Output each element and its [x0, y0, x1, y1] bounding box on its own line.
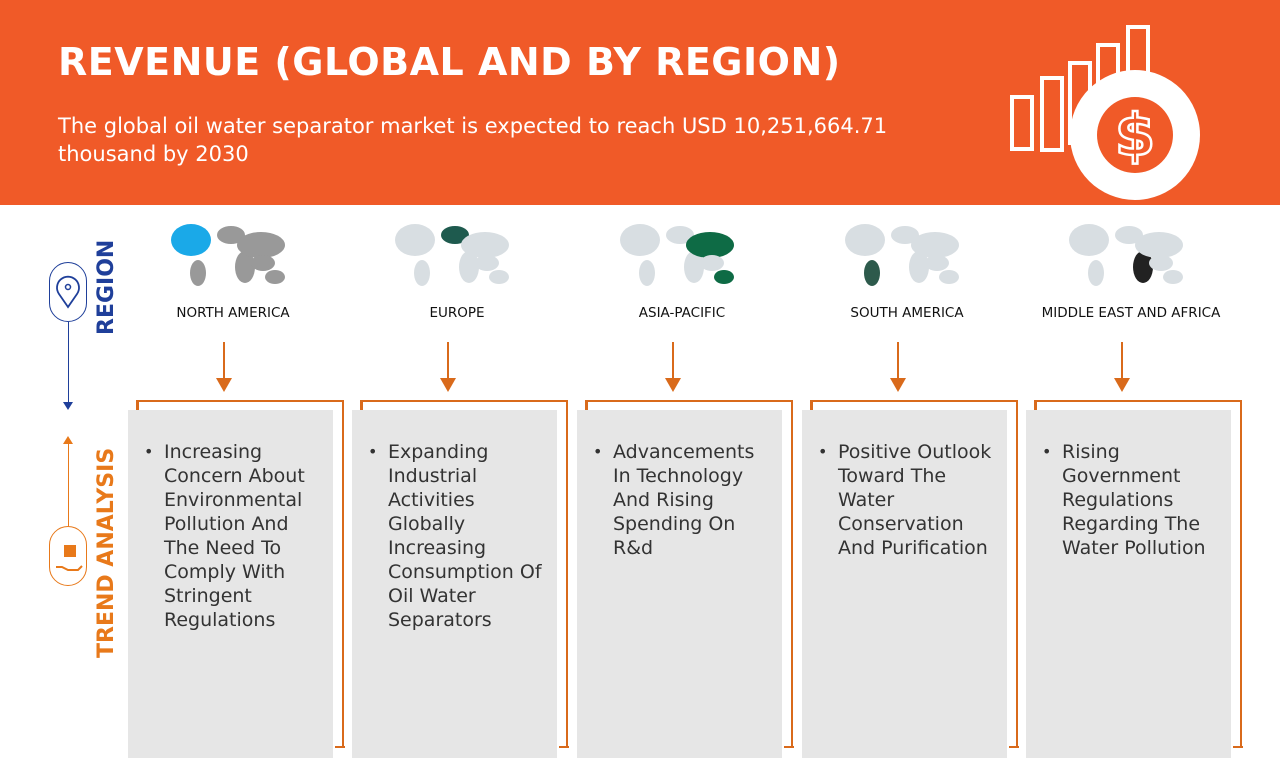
region-name: SOUTH AMERICA [850, 305, 964, 321]
region-column: NORTH AMERICA Increasing Concern About E… [128, 215, 353, 775]
world-map-icon [395, 224, 509, 286]
world-map-icon [1069, 224, 1183, 286]
page-subtitle: The global oil water separator market is… [58, 114, 888, 166]
trend-side-label: TREND ANALYSIS [94, 447, 119, 658]
revenue-chart-dollar-icon: $ [1010, 25, 1200, 200]
card-bracket [585, 400, 794, 748]
trend-text: Advancements In Technology And Rising Sp… [593, 440, 768, 560]
region-column: ASIA-PACIFIC Advancements In Technology … [577, 215, 802, 775]
page-title: REVENUE (GLOBAL AND BY REGION) [58, 40, 841, 84]
region-column: EUROPE Expanding Industrial Activities G… [352, 215, 577, 775]
trend-text: Expanding Industrial Activities Globally… [368, 440, 543, 632]
region-column: MIDDLE EAST AND AFRICA Rising Government… [1026, 215, 1251, 775]
down-arrow-icon [216, 342, 232, 392]
trend-up-arrow-icon [63, 436, 73, 444]
trend-text: Rising Government Regulations Regarding … [1042, 440, 1217, 560]
trend-text: Increasing Concern About Environmental P… [144, 440, 319, 632]
world-map-icon [620, 224, 734, 286]
trend-text: Positive Outlook Toward The Water Conser… [818, 440, 993, 560]
region-name: EUROPE [429, 305, 485, 321]
region-name: ASIA-PACIFIC [638, 305, 726, 321]
region-connector-line [68, 322, 69, 402]
header-banner: REVENUE (GLOBAL AND BY REGION) The globa… [0, 0, 1280, 205]
trend-card: Expanding Industrial Activities Globally… [352, 410, 557, 758]
down-arrow-icon [665, 342, 681, 392]
down-arrow-icon [1114, 342, 1130, 392]
trend-hand-icon [49, 526, 87, 586]
card-bracket [810, 400, 1019, 748]
trend-card: Rising Government Regulations Regarding … [1026, 410, 1231, 758]
region-name: MIDDLE EAST AND AFRICA [1041, 305, 1221, 321]
card-bracket [360, 400, 569, 748]
region-down-arrow-icon [63, 402, 73, 410]
svg-text:$: $ [1115, 101, 1155, 169]
world-map-icon [171, 224, 285, 286]
down-arrow-icon [440, 342, 456, 392]
card-bracket [136, 400, 345, 748]
world-map-icon [845, 224, 959, 286]
trend-card: Advancements In Technology And Rising Sp… [577, 410, 782, 758]
card-bracket [1034, 400, 1243, 748]
trend-card: Increasing Concern About Environmental P… [128, 410, 333, 758]
location-pin-icon [49, 262, 87, 322]
region-name: NORTH AMERICA [176, 305, 290, 321]
down-arrow-icon [890, 342, 906, 392]
trend-connector-line [68, 444, 69, 526]
region-column: SOUTH AMERICA Positive Outlook Toward Th… [802, 215, 1027, 775]
trend-card: Positive Outlook Toward The Water Conser… [802, 410, 1007, 758]
region-side-label: REGION [94, 239, 119, 335]
